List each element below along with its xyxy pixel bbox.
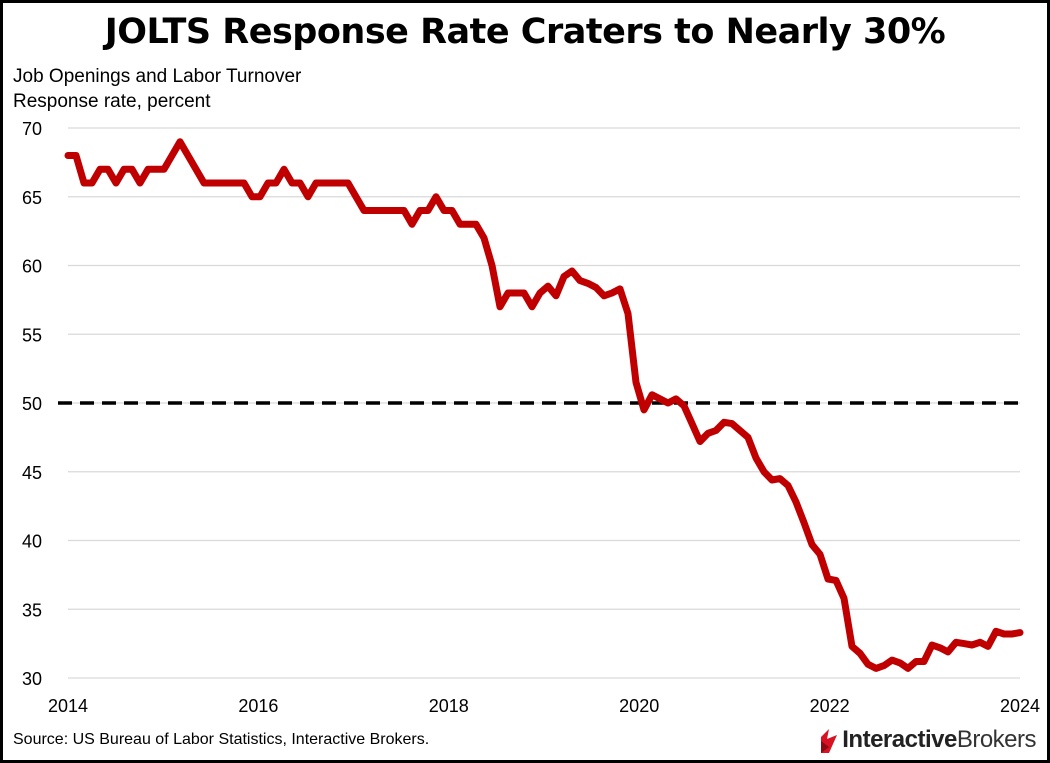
y-tick-label: 50 <box>22 394 42 414</box>
logo-text-regular: Brokers <box>956 726 1037 753</box>
y-tick-label: 55 <box>22 325 42 345</box>
x-tick-label: 2020 <box>619 696 659 716</box>
x-tick-label: 2016 <box>238 696 278 716</box>
y-tick-label: 45 <box>22 463 42 483</box>
y-tick-label: 65 <box>22 188 42 208</box>
x-tick-label: 2018 <box>429 696 469 716</box>
y-tick-label: 35 <box>22 600 42 620</box>
chart-subtitle-2: Response rate, percent <box>13 91 211 112</box>
y-tick-label: 30 <box>22 669 42 689</box>
y-tick-label: 70 <box>22 119 42 139</box>
x-tick-label: 2022 <box>810 696 850 716</box>
interactive-brokers-logo: Interactive Brokers <box>819 726 1037 754</box>
logo-text-bold: Interactive <box>842 726 957 753</box>
y-tick-label: 40 <box>22 532 42 552</box>
chart-title: JOLTS Response Rate Craters to Nearly 30… <box>104 12 946 52</box>
x-tick-label: 2014 <box>48 696 88 716</box>
y-tick-label: 60 <box>22 257 42 277</box>
source-note: Source: US Bureau of Labor Statistics, I… <box>13 731 430 748</box>
chart-subtitle-1: Job Openings and Labor Turnover <box>13 66 302 87</box>
x-tick-label: 2024 <box>1000 696 1040 716</box>
response-rate-line <box>64 138 1024 672</box>
logo-flame-icon <box>821 729 838 753</box>
